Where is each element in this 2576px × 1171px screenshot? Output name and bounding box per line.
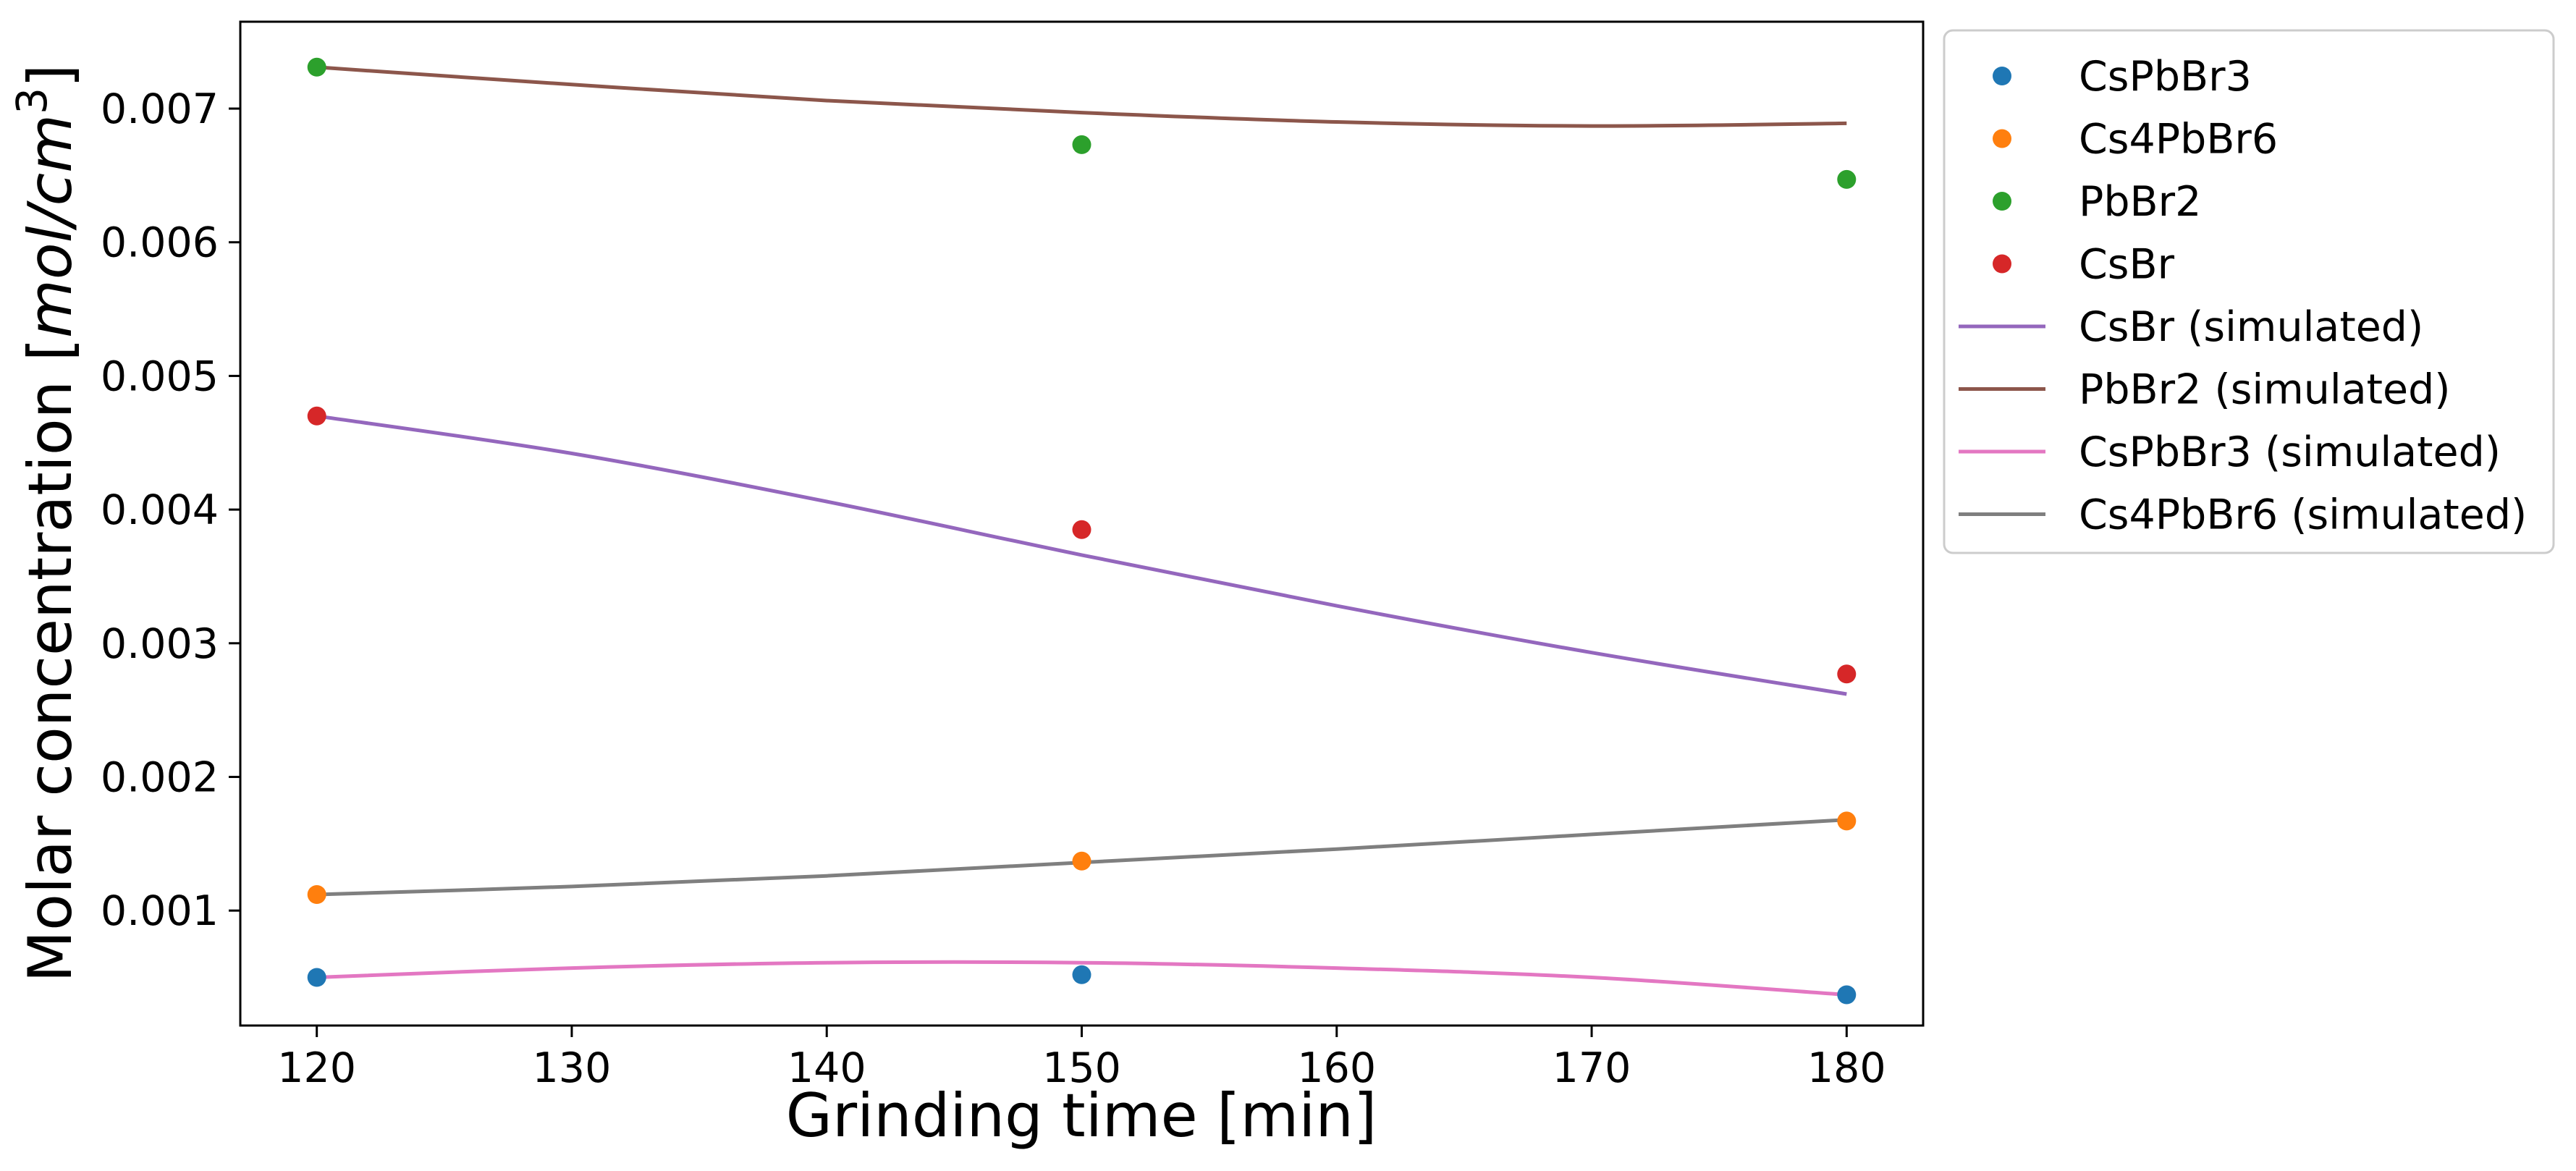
legend-label-csbr-simulated: CsBr (simulated) [2079, 303, 2423, 351]
y-tick-label: 0.007 [101, 85, 219, 133]
legend-label-cspbbr3-simulated: CsPbBr3 (simulated) [2079, 428, 2501, 476]
y-tick-label: 0.001 [101, 887, 219, 935]
x-tick-label: 120 [277, 1044, 356, 1092]
x-tick-label: 160 [1297, 1044, 1376, 1092]
y-axis-title-unit: mol/cm [15, 114, 85, 338]
x-tick-label: 170 [1553, 1044, 1631, 1092]
x-tick-label: 150 [1042, 1044, 1121, 1092]
x-tick-label: 130 [533, 1044, 612, 1092]
y-tick-label: 0.003 [101, 620, 219, 668]
data-point-cspbbr3 [307, 968, 326, 987]
data-point-pbbr2 [1837, 169, 1857, 189]
y-axis-title: Molar concentration [mol/cm3] [7, 64, 85, 983]
legend-label-pbbr2-simulated: PbBr2 (simulated) [2079, 366, 2451, 414]
legend-items: CsPbBr3 Cs4PbBr6 PbBr2 CsBr CsBr (simulated)… [1959, 53, 2527, 539]
legend-marker-csbr [1993, 254, 2011, 274]
y-tick-label: 0.002 [101, 753, 219, 801]
y-axis-title-prefix: Molar concentration [ [15, 338, 85, 982]
legend-label-cs4pbbr6: Cs4PbBr6 [2079, 116, 2278, 164]
y-tick-label: 0.004 [101, 486, 219, 534]
y-axis-title-suffix: ] [15, 64, 85, 88]
x-axis-title: Grinding time [min] [786, 1081, 1377, 1151]
legend: CsPbBr3 Cs4PbBr6 PbBr2 CsBr CsBr (simulated)… [1943, 29, 2555, 554]
legend-marker-cs4pbbr6 [1993, 129, 2011, 148]
y-tick-label: 0.005 [101, 352, 219, 400]
legend-label-pbbr2: PbBr2 [2079, 178, 2201, 226]
x-tick-label: 180 [1807, 1044, 1886, 1092]
data-point-cs4pbbr6 [307, 885, 326, 904]
data-point-csbr [307, 406, 326, 426]
data-point-csbr [1072, 520, 1091, 539]
x-tick-label: 140 [787, 1044, 866, 1092]
legend-marker-pbbr2 [1993, 192, 2011, 211]
line-series-cspbbr3-simulated [316, 960, 1847, 997]
x-axis-ticks: 120 130 140 150 160 170 180 [277, 1026, 1886, 1092]
legend-label-csbr: CsBr [2079, 241, 2175, 289]
data-point-pbbr2 [307, 57, 326, 77]
y-axis-title-exponent: 3 [7, 88, 56, 114]
data-point-csbr [1837, 664, 1857, 684]
legend-label-cs4pbbr6-simulated: Cs4PbBr6 (simulated) [2079, 491, 2527, 539]
plot-points [307, 57, 1857, 1005]
plot-lines [316, 65, 1847, 997]
data-point-cspbbr3 [1837, 985, 1857, 1005]
line-series-csbr-simulated [316, 414, 1847, 696]
legend-box [1943, 29, 2555, 554]
legend-label-cspbbr3: CsPbBr3 [2079, 53, 2252, 101]
data-point-cspbbr3 [1072, 965, 1091, 984]
data-point-pbbr2 [1072, 135, 1091, 154]
legend-marker-cspbbr3 [1993, 67, 2011, 85]
line-series-pbbr2-simulated [316, 65, 1847, 128]
y-axis-ticks: 0.001 0.002 0.003 0.004 0.005 0.006 0.007 [101, 85, 240, 935]
y-tick-label: 0.006 [101, 219, 219, 267]
data-point-cs4pbbr6 [1837, 811, 1857, 831]
data-point-cs4pbbr6 [1072, 851, 1091, 871]
